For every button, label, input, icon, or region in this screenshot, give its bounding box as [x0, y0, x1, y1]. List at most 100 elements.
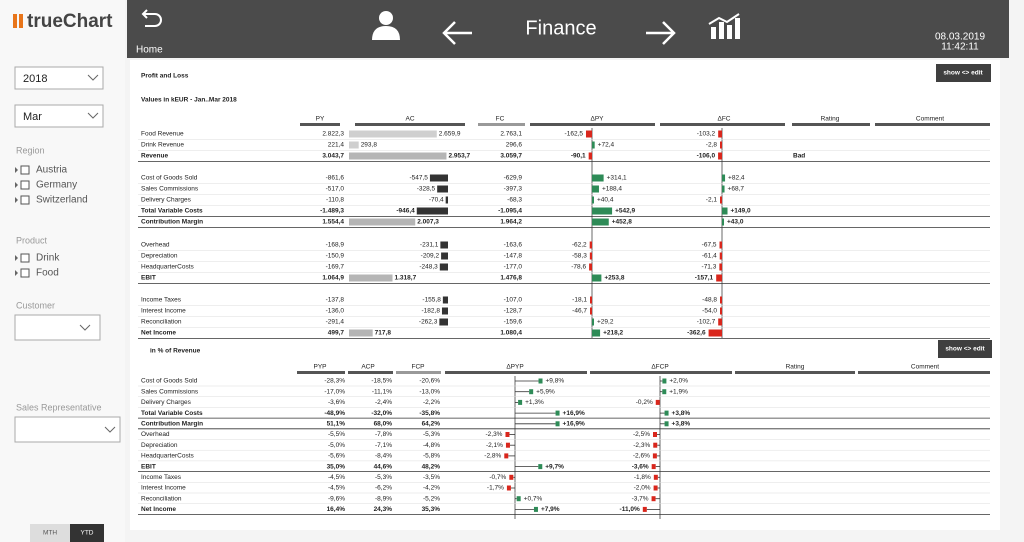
- column-header-bar: [297, 371, 345, 374]
- delta-fc-value: -103,2: [697, 131, 716, 138]
- delta-pyp-marker: [504, 453, 509, 459]
- row-label: EBIT: [141, 275, 156, 282]
- prev-arrow[interactable]: [442, 21, 472, 45]
- delta-pyp-value: +9,8%: [546, 378, 565, 385]
- row-label: Sales Commissions: [141, 388, 199, 395]
- region-item: Germany: [36, 180, 77, 191]
- year-dropdown[interactable]: [14, 66, 104, 90]
- acp-value: -2,4%: [375, 399, 392, 406]
- home-label[interactable]: Home: [136, 45, 163, 56]
- user-icon[interactable]: [372, 26, 400, 40]
- pyp-value: -5,6%: [328, 453, 345, 460]
- column-header-bar: [792, 123, 870, 126]
- fc-value: -147,8: [504, 253, 523, 260]
- fc-value: 296,6: [506, 142, 523, 149]
- region-item: Austria: [36, 165, 68, 176]
- product-title: Product: [16, 235, 48, 245]
- region-item: Switzerland: [36, 195, 88, 206]
- ytd-label[interactable]: YTD: [81, 530, 94, 537]
- delta-fcp-marker: [651, 464, 656, 470]
- checkbox[interactable]: [20, 180, 30, 190]
- date: 08.03.2019: [935, 32, 985, 43]
- delta-fc-value: -157,1: [695, 275, 714, 282]
- ytd-button[interactable]: [70, 524, 104, 542]
- delta-fcp-marker: [662, 389, 667, 395]
- delta-fc-value: -67,5: [702, 242, 717, 249]
- pct-title: in % of Revenue: [150, 348, 201, 355]
- delta-fcp-marker: [662, 378, 667, 384]
- row-label: Delivery Charges: [141, 197, 192, 204]
- checkbox[interactable]: [20, 195, 30, 205]
- sales-rep-dropdown[interactable]: [14, 416, 121, 443]
- sales-rep-title: Sales Representative: [16, 402, 102, 412]
- row-label: Contribution Margin: [141, 421, 203, 428]
- show-edit-label[interactable]: show <> edit: [945, 346, 985, 353]
- fc-value: -68,3: [507, 197, 522, 204]
- ac-bar: [445, 196, 448, 204]
- delta-fc-value: -48,8: [702, 297, 717, 304]
- ac-value: -209,2: [421, 253, 440, 260]
- delta-fc-value: -61,4: [702, 253, 717, 260]
- delta-pyp-value: +7,9%: [541, 506, 560, 513]
- ac-value: 293,8: [361, 142, 378, 149]
- delta-fc-bar: [719, 252, 722, 260]
- user-icon[interactable]: [379, 11, 393, 25]
- ac-bar: [437, 185, 448, 193]
- delta-py-value: -46,7: [572, 308, 587, 315]
- row-label: Income Taxes: [141, 297, 182, 304]
- checkbox[interactable]: [20, 253, 30, 263]
- pyp-value: -9,6%: [328, 495, 345, 502]
- chart-icon[interactable]: [708, 13, 740, 39]
- delta-fc-bar: [722, 185, 725, 193]
- month-dropdown[interactable]: [14, 104, 104, 128]
- pyp-value: 51,1%: [327, 421, 346, 428]
- mth-label[interactable]: MTH: [43, 530, 57, 537]
- fcp-value: 64,2%: [422, 421, 441, 428]
- expand-arrow: [15, 167, 18, 173]
- fc-value: 2.763,1: [500, 131, 522, 138]
- delta-fc-value: +82,4: [728, 175, 745, 182]
- column-header-bar: [590, 371, 732, 374]
- ac-bar: [439, 263, 448, 271]
- logo: trueChart: [27, 11, 113, 32]
- page-title: Finance: [525, 17, 596, 39]
- acp-value: 68,0%: [374, 421, 393, 428]
- acp-value: -8,9%: [375, 495, 392, 502]
- delta-py-bar: [592, 207, 613, 215]
- fcp-value: -3,5%: [423, 474, 440, 481]
- ac-value: 2.007,3: [417, 219, 439, 226]
- delta-fc-bar: [718, 130, 722, 138]
- fc-value: -177,0: [504, 264, 523, 271]
- checkbox[interactable]: [20, 268, 30, 278]
- py-value: -517,0: [326, 186, 345, 193]
- delta-pyp-marker: [518, 399, 523, 405]
- column-header-bar: [660, 123, 785, 126]
- delta-fc-bar: [716, 274, 722, 282]
- ac-value: 2.953,7: [448, 153, 470, 160]
- acp-value: -7,8%: [375, 431, 392, 438]
- show-edit-button[interactable]: [936, 64, 991, 82]
- delta-fcp-value: -2,6%: [633, 453, 650, 460]
- customer-dropdown[interactable]: [14, 314, 101, 341]
- show-edit-label[interactable]: show <> edit: [943, 70, 983, 77]
- row-label: Cost of Goods Sold: [141, 175, 198, 182]
- delta-py-bar: [592, 196, 594, 204]
- delta-fc-value: +43,0: [727, 219, 744, 226]
- ac-bar: [349, 274, 393, 282]
- next-arrow[interactable]: [646, 21, 676, 45]
- checkbox[interactable]: [20, 165, 30, 175]
- delta-fc-value: +68,7: [728, 186, 745, 193]
- show-edit-button[interactable]: [938, 340, 992, 358]
- mth-button[interactable]: [30, 524, 70, 542]
- column-header: Comment: [916, 116, 944, 123]
- delta-py-bar: [589, 263, 592, 271]
- delta-fc-value: -2,8: [706, 142, 718, 149]
- py-value: -1.489,3: [320, 208, 344, 215]
- expand-arrow: [15, 270, 18, 276]
- delta-fcp-value: +1,9%: [669, 388, 688, 395]
- delta-py-bar: [589, 241, 592, 249]
- column-header: Rating: [786, 364, 805, 371]
- home-icon[interactable]: [141, 9, 162, 27]
- delta-fc-value: -106,0: [697, 153, 716, 160]
- delta-fcp-value: -2,3%: [633, 442, 650, 449]
